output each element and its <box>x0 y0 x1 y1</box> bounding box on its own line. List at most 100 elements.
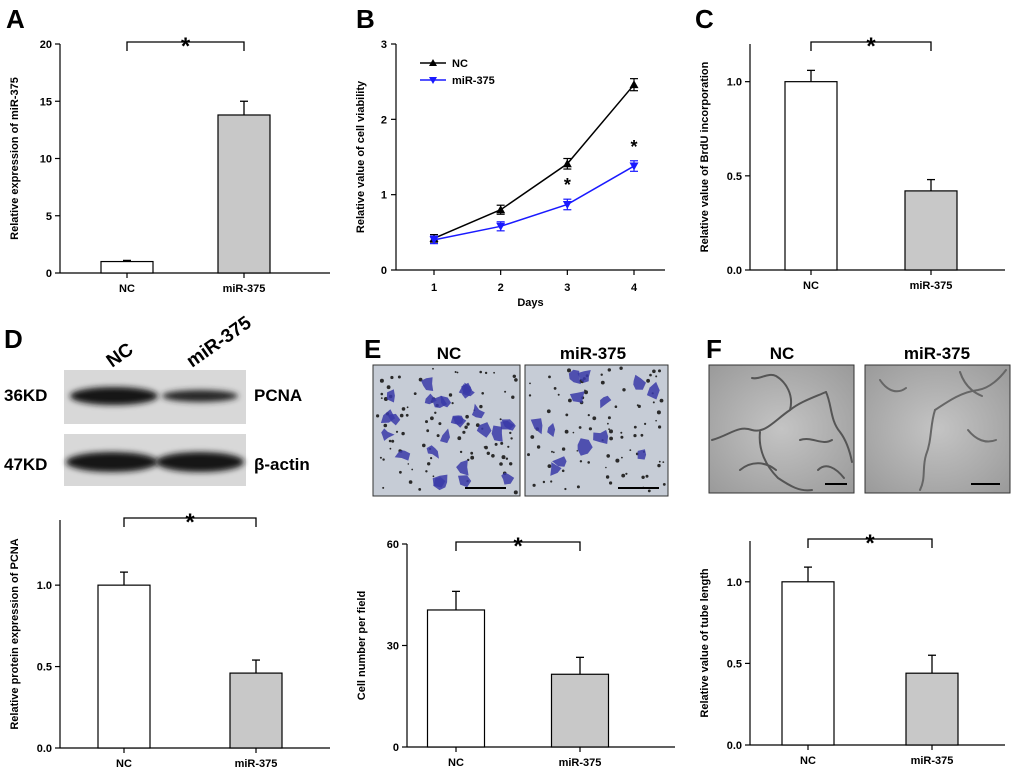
pore <box>652 369 656 374</box>
band-pcna-nc <box>70 387 158 405</box>
stained-cell <box>462 382 471 399</box>
bar-mir375 <box>904 190 958 271</box>
pore <box>621 456 623 459</box>
pore <box>662 483 666 486</box>
x-tick-label: 4 <box>631 282 638 294</box>
x-tick-label: 1 <box>431 282 437 294</box>
pore <box>640 433 644 437</box>
pore <box>607 422 609 425</box>
pore <box>647 489 651 493</box>
pore <box>399 413 404 418</box>
y-tick-label: 0.5 <box>37 662 52 674</box>
pore <box>564 429 569 434</box>
pore <box>509 462 513 466</box>
pore <box>399 470 402 474</box>
y-tick-label: 0.0 <box>37 743 52 755</box>
pore <box>504 390 507 393</box>
pore <box>451 402 454 405</box>
y-tick-label: 10 <box>40 154 52 166</box>
pore <box>406 406 409 409</box>
pore <box>448 393 453 397</box>
pore <box>425 470 428 473</box>
y-tick-label: 0.5 <box>727 658 742 670</box>
pore <box>584 390 588 395</box>
legend-marker <box>429 59 437 66</box>
pore <box>386 385 391 390</box>
y-axis-label: Relative expression of miR-375 <box>9 77 21 240</box>
pore <box>622 388 626 392</box>
pore <box>457 436 462 441</box>
blot-protein-label-pcna: PCNA <box>254 386 302 405</box>
pore <box>510 437 513 440</box>
stained-cell <box>633 374 646 390</box>
pore <box>401 407 406 411</box>
pore <box>408 480 413 484</box>
pore <box>658 369 661 373</box>
x-tick-label: NC <box>119 283 135 295</box>
stained-cell <box>600 395 612 409</box>
pore <box>542 480 546 484</box>
legend-marker <box>429 77 437 84</box>
pore <box>553 387 557 390</box>
panel-label-b: B <box>356 4 375 34</box>
pore <box>620 435 624 439</box>
stained-cell <box>440 395 452 408</box>
pore <box>588 427 593 431</box>
panel-label-e: E <box>364 334 381 364</box>
stained-cell <box>593 429 609 444</box>
stained-cell <box>380 409 396 423</box>
pore <box>389 447 392 450</box>
stained-cell <box>646 381 660 400</box>
y-tick-label: 0.0 <box>727 265 742 277</box>
pore <box>587 461 590 464</box>
stained-cell <box>530 418 543 435</box>
stained-cell <box>637 449 647 460</box>
pore <box>625 472 628 475</box>
stained-cell <box>577 370 591 383</box>
pore <box>615 458 620 463</box>
pore <box>512 374 516 378</box>
pore <box>620 431 623 434</box>
pore <box>607 368 611 372</box>
pore <box>491 454 495 458</box>
blot-size-label-47kd: 47KD <box>4 455 47 474</box>
bar-nc <box>784 81 838 271</box>
blot-size-label-36kd: 36KD <box>4 386 47 405</box>
significance-star: * <box>181 33 191 60</box>
pore <box>509 431 512 435</box>
x-tick-label: miR-375 <box>223 283 266 295</box>
legend-label: NC <box>452 58 468 70</box>
pore <box>462 430 466 434</box>
y-tick-label: 0 <box>381 265 387 277</box>
stained-cell <box>569 391 585 403</box>
pore <box>438 422 442 426</box>
pore <box>658 460 661 463</box>
stained-cell <box>421 377 434 391</box>
series-line-mir375 <box>433 165 635 241</box>
pore <box>657 463 661 468</box>
image-f-label-mir375: miR-375 <box>904 344 970 363</box>
x-tick-label: miR-375 <box>910 280 953 292</box>
pore <box>528 394 532 397</box>
transwell-images <box>372 364 669 497</box>
image-f-label-nc: NC <box>770 344 795 363</box>
pore <box>646 378 650 383</box>
pore <box>564 487 567 491</box>
pore <box>413 392 417 395</box>
stained-cell <box>491 425 503 442</box>
pore <box>527 453 530 457</box>
stained-cell <box>500 420 516 431</box>
pore <box>561 469 565 473</box>
pore <box>501 455 506 460</box>
stained-cell <box>450 415 464 425</box>
stained-cell <box>476 422 492 438</box>
pore <box>422 443 426 448</box>
pore <box>605 466 607 469</box>
pore <box>592 416 597 421</box>
y-tick-label: 5 <box>46 211 52 223</box>
blot-lane-label-mir375: miR-375 <box>183 312 256 372</box>
pore <box>395 430 399 433</box>
stained-cell <box>471 403 485 419</box>
pore <box>546 409 551 414</box>
